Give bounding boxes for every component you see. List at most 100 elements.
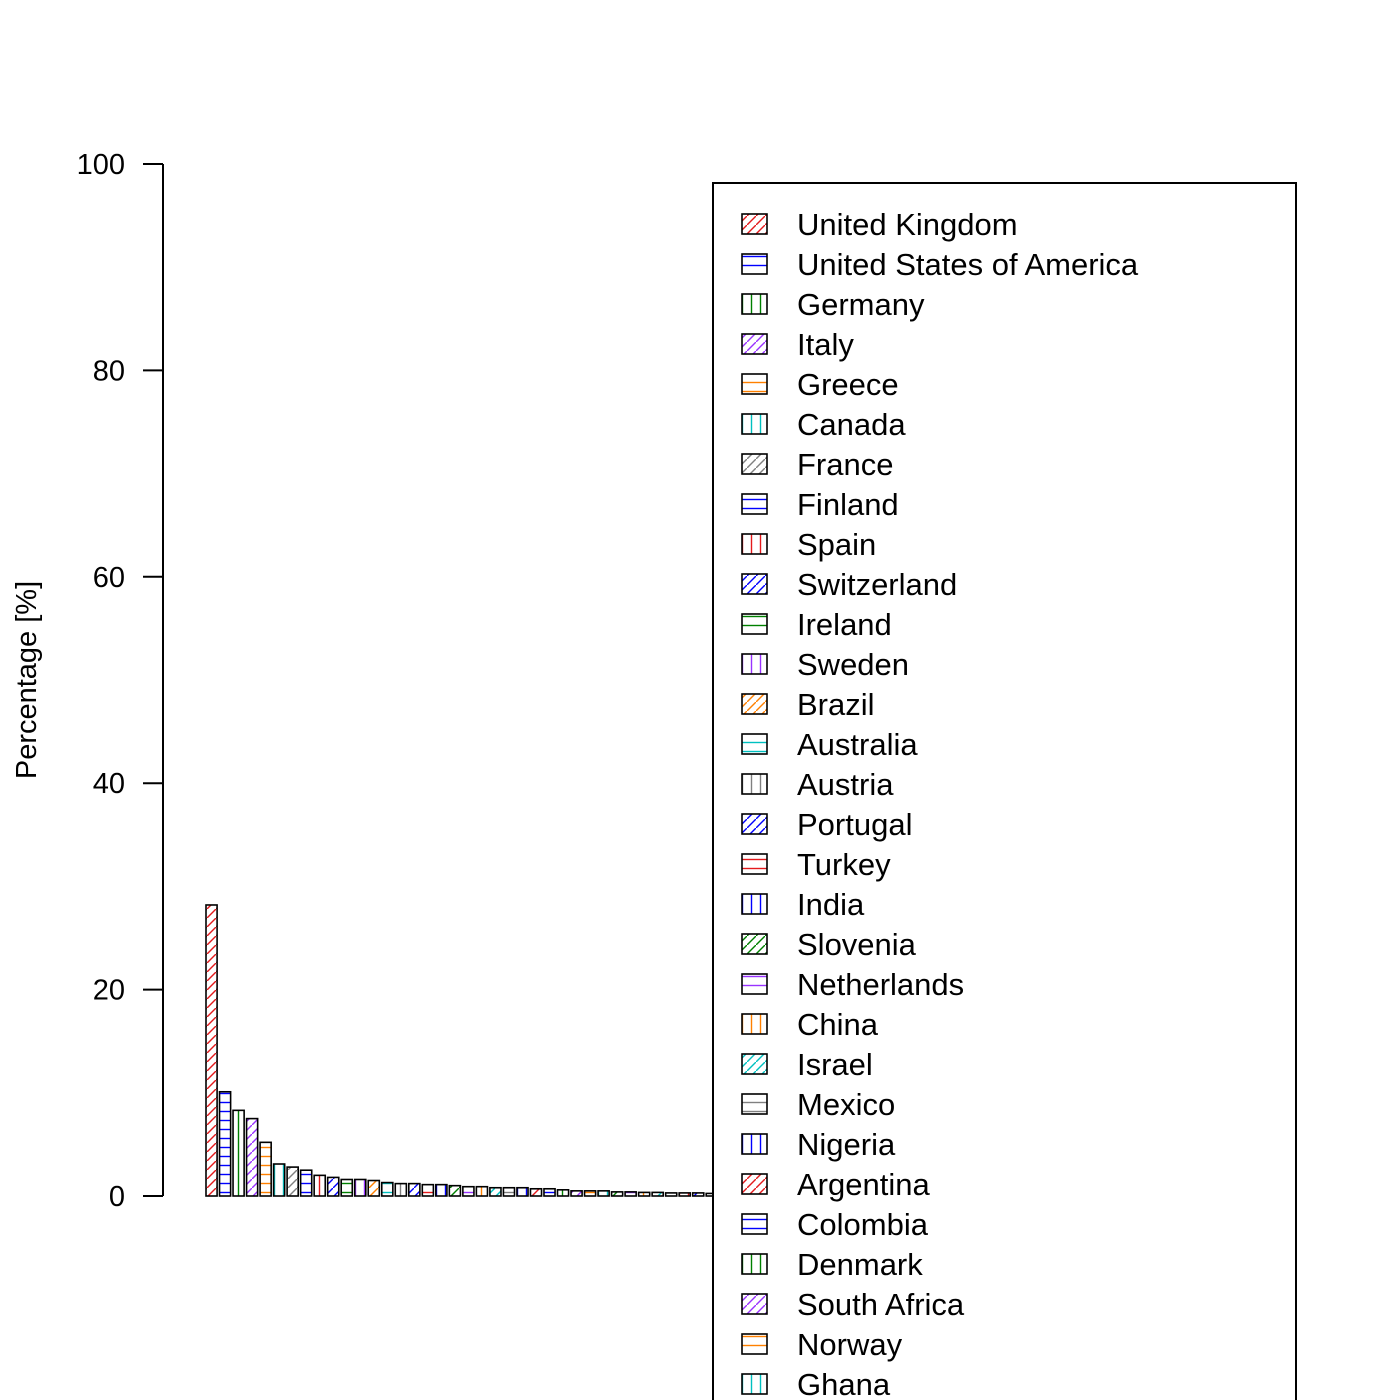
legend-swatch xyxy=(741,493,768,515)
y-tick-label: 100 xyxy=(77,149,125,181)
legend-label: Norway xyxy=(797,1327,903,1362)
bar xyxy=(448,1184,462,1197)
legend-swatch xyxy=(741,933,768,955)
bar xyxy=(299,1169,313,1197)
legend-swatch xyxy=(741,1373,768,1395)
legend-label: Argentina xyxy=(797,1167,930,1202)
legend-label: Sweden xyxy=(797,647,909,682)
legend-swatch xyxy=(741,293,768,315)
legend-swatch xyxy=(741,533,768,555)
bar xyxy=(678,1192,692,1197)
bar xyxy=(543,1187,556,1197)
legend-swatch xyxy=(741,1173,768,1195)
bar xyxy=(340,1178,354,1197)
legend: United Kingdom United States of America Ge… xyxy=(712,182,1297,1400)
legend-label: Colombia xyxy=(797,1207,929,1242)
legend-label: Switzerland xyxy=(797,567,957,602)
legend-label: Ghana xyxy=(797,1367,891,1400)
legend-swatch xyxy=(741,613,768,635)
bar xyxy=(691,1192,705,1197)
legend-label: Brazil xyxy=(797,687,875,722)
legend-label: Ireland xyxy=(797,607,892,642)
bar xyxy=(205,904,218,1197)
bar xyxy=(624,1191,637,1197)
legend-label: Slovenia xyxy=(797,927,917,962)
legend-label: Finland xyxy=(797,487,899,522)
legend-label: Denmark xyxy=(797,1247,923,1282)
bar xyxy=(326,1176,340,1197)
legend-label: Germany xyxy=(797,287,925,322)
legend-label: Mexico xyxy=(797,1087,895,1122)
legend-swatch xyxy=(741,1293,768,1315)
bar xyxy=(272,1163,286,1197)
legend-swatch xyxy=(741,653,768,675)
legend-swatch xyxy=(741,1053,768,1075)
legend-swatch xyxy=(741,213,768,235)
bar xyxy=(367,1179,381,1197)
bar xyxy=(218,1090,232,1197)
legend-swatch xyxy=(741,813,768,835)
bar xyxy=(583,1190,597,1197)
bar xyxy=(394,1182,408,1197)
legend-label: China xyxy=(797,1007,879,1042)
legend-swatch xyxy=(741,733,768,755)
bar xyxy=(286,1166,299,1197)
legend-swatch xyxy=(741,893,768,915)
legend-label: Spain xyxy=(797,527,876,562)
legend-label: Greece xyxy=(797,367,899,402)
bar xyxy=(435,1183,448,1197)
legend-label: United Kingdom xyxy=(797,207,1018,242)
legend-swatch xyxy=(741,253,768,275)
legend-label: Portugal xyxy=(797,807,912,842)
y-tick-label: 60 xyxy=(93,562,125,594)
y-tick-label: 20 xyxy=(93,975,125,1007)
bar xyxy=(570,1190,583,1197)
y-axis-title: Percentage [%] xyxy=(11,581,43,779)
legend-swatch xyxy=(741,373,768,395)
legend-swatch xyxy=(741,853,768,875)
bar xyxy=(610,1191,624,1197)
y-axis: 0 20 40 60 80 100 xyxy=(77,149,164,1213)
legend-label: United States of America xyxy=(797,247,1139,282)
legend-label: Austria xyxy=(797,767,894,802)
y-tick-label: 0 xyxy=(109,1181,125,1213)
bar xyxy=(245,1117,259,1197)
bar xyxy=(556,1189,570,1197)
legend-label: Israel xyxy=(797,1047,873,1082)
legend-swatch xyxy=(741,693,768,715)
bar xyxy=(462,1185,475,1197)
bar xyxy=(232,1109,245,1197)
legend-swatch xyxy=(741,1213,768,1235)
legend-swatch xyxy=(741,413,768,435)
legend-swatch xyxy=(741,573,768,595)
bar xyxy=(380,1181,394,1197)
bar xyxy=(489,1186,502,1197)
bar xyxy=(313,1174,327,1197)
legend-swatch xyxy=(741,973,768,995)
legend-swatch xyxy=(741,1333,768,1355)
legend-swatch xyxy=(741,1013,768,1035)
bar xyxy=(597,1190,610,1197)
legend-swatch xyxy=(741,1133,768,1155)
bar xyxy=(259,1141,272,1197)
legend-label: Netherlands xyxy=(797,967,964,1002)
legend-label: India xyxy=(797,887,865,922)
legend-swatch xyxy=(741,773,768,795)
bar xyxy=(516,1186,529,1197)
legend-label: France xyxy=(797,447,893,482)
legend-label: Italy xyxy=(797,327,854,362)
legend-swatch xyxy=(741,1093,768,1115)
legend-label: Nigeria xyxy=(797,1127,896,1162)
bar xyxy=(502,1186,516,1197)
legend-label: Australia xyxy=(797,727,918,762)
legend-swatch xyxy=(741,1253,768,1275)
legend-label: South Africa xyxy=(797,1287,965,1322)
y-tick-label: 80 xyxy=(93,355,125,387)
bar xyxy=(664,1192,678,1197)
bar xyxy=(407,1182,421,1197)
legend-swatch xyxy=(741,333,768,355)
legend-label: Canada xyxy=(797,407,906,442)
legend-box xyxy=(712,182,1297,1400)
bar xyxy=(421,1183,435,1197)
